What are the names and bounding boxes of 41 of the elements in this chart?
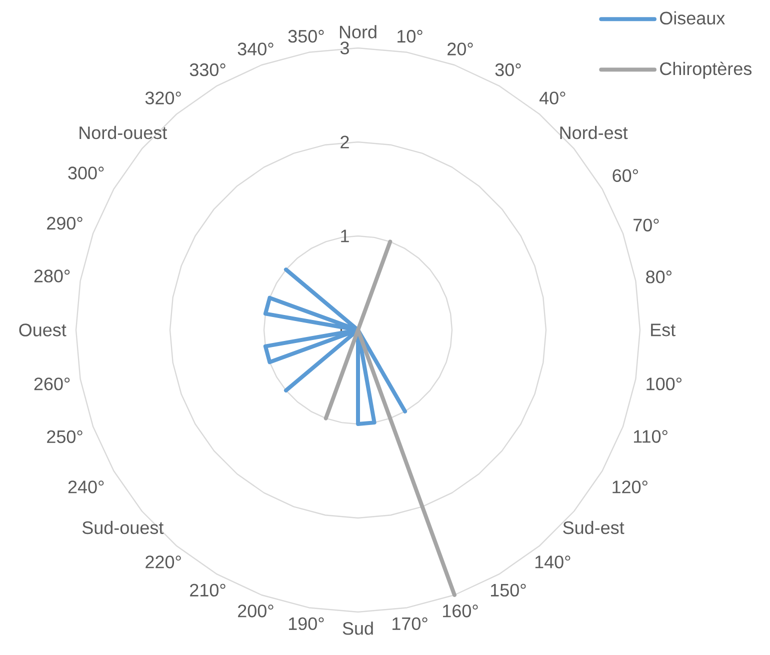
spoke-label: Nord-ouest	[80, 126, 168, 140]
spoke-label: 250°	[47, 430, 82, 444]
y-tick-label: 3	[340, 42, 349, 54]
spoke-label: 40°	[539, 92, 566, 104]
spoke-label: 200°	[238, 604, 274, 618]
spoke-label: 140°	[535, 556, 570, 568]
spoke-label: 70°	[634, 218, 659, 232]
spoke-label: 120°	[612, 480, 648, 494]
spoke-label: 280°	[34, 270, 70, 282]
spoke-label: Sud-ouest	[82, 520, 164, 534]
spoke-label: 100°	[646, 378, 682, 390]
spoke-label: Ouest	[19, 324, 66, 336]
spoke-label: 260°	[34, 378, 70, 390]
spoke-label: Nord-est	[560, 126, 628, 140]
spoke-label: Est	[651, 324, 676, 336]
y-tick-label: 1	[341, 230, 349, 242]
legend-label: Chiroptères	[660, 62, 752, 79]
spoke-label: 60°	[612, 169, 638, 182]
spoke-label: Sud-est	[563, 520, 624, 534]
spoke-label: 190°	[288, 617, 324, 630]
spoke-label: 350°	[288, 30, 324, 43]
spoke-label: 30°	[495, 63, 521, 76]
y-tick-label: 2	[340, 136, 349, 148]
spoke-label: 300°	[68, 166, 104, 180]
spoke-label: 240°	[68, 480, 104, 494]
spoke-label: 330°	[190, 63, 226, 76]
spoke-label: 290°	[47, 216, 82, 230]
spoke-label: Sud	[342, 622, 373, 635]
spoke-label: 340°	[238, 42, 274, 56]
legend-label: Oiseaux	[660, 11, 725, 25]
spoke-label: 110°	[634, 430, 668, 443]
spoke-label: Nord	[340, 25, 376, 38]
spoke-label: 10°	[398, 30, 422, 43]
spoke-label: 220°	[146, 556, 181, 568]
spoke-label: 210°	[190, 584, 226, 597]
spoke-label: 170°	[392, 617, 428, 630]
spoke-label: 80°	[646, 270, 672, 284]
spoke-label: 150°	[490, 584, 526, 597]
spoke-label: 320°	[145, 92, 181, 104]
spoke-label: 160°	[443, 604, 478, 618]
spoke-label: 20°	[448, 42, 473, 56]
